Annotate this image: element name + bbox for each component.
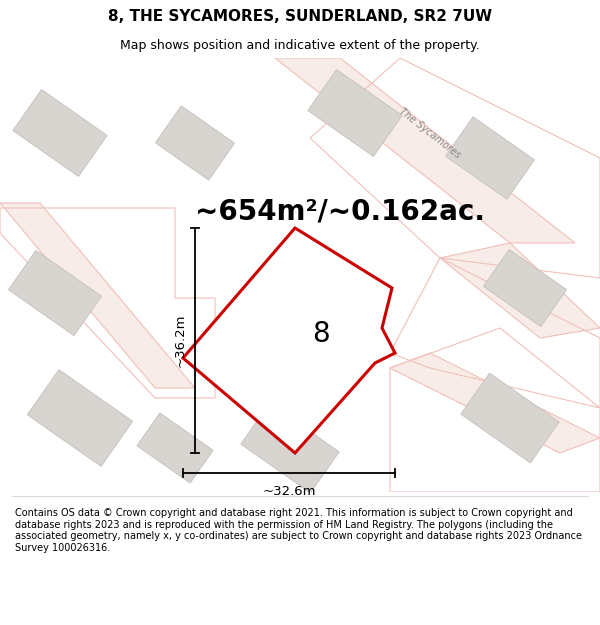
Text: 8, THE SYCAMORES, SUNDERLAND, SR2 7UW: 8, THE SYCAMORES, SUNDERLAND, SR2 7UW [108, 9, 492, 24]
Bar [277, 238, 353, 308]
Text: 8: 8 [312, 320, 330, 348]
Text: ~654m²/~0.162ac.: ~654m²/~0.162ac. [195, 198, 485, 226]
Polygon shape [440, 243, 600, 338]
Bar [308, 69, 402, 156]
Polygon shape [275, 58, 575, 243]
Bar [13, 89, 107, 176]
Bar [241, 403, 339, 493]
Bar [446, 117, 535, 199]
Polygon shape [390, 353, 600, 453]
Polygon shape [183, 228, 395, 453]
Polygon shape [0, 203, 195, 388]
Text: ~36.2m: ~36.2m [173, 314, 187, 368]
Text: The Sycamores: The Sycamores [397, 106, 463, 160]
Text: Contains OS data © Crown copyright and database right 2021. This information is : Contains OS data © Crown copyright and d… [15, 508, 582, 552]
Bar [155, 106, 235, 180]
Bar [484, 249, 566, 326]
Bar [461, 373, 559, 463]
Text: Map shows position and indicative extent of the property.: Map shows position and indicative extent… [120, 39, 480, 52]
Bar [137, 413, 213, 483]
Bar [28, 369, 133, 466]
Text: ~32.6m: ~32.6m [262, 485, 316, 498]
Bar [8, 251, 101, 336]
Bar [247, 338, 323, 408]
